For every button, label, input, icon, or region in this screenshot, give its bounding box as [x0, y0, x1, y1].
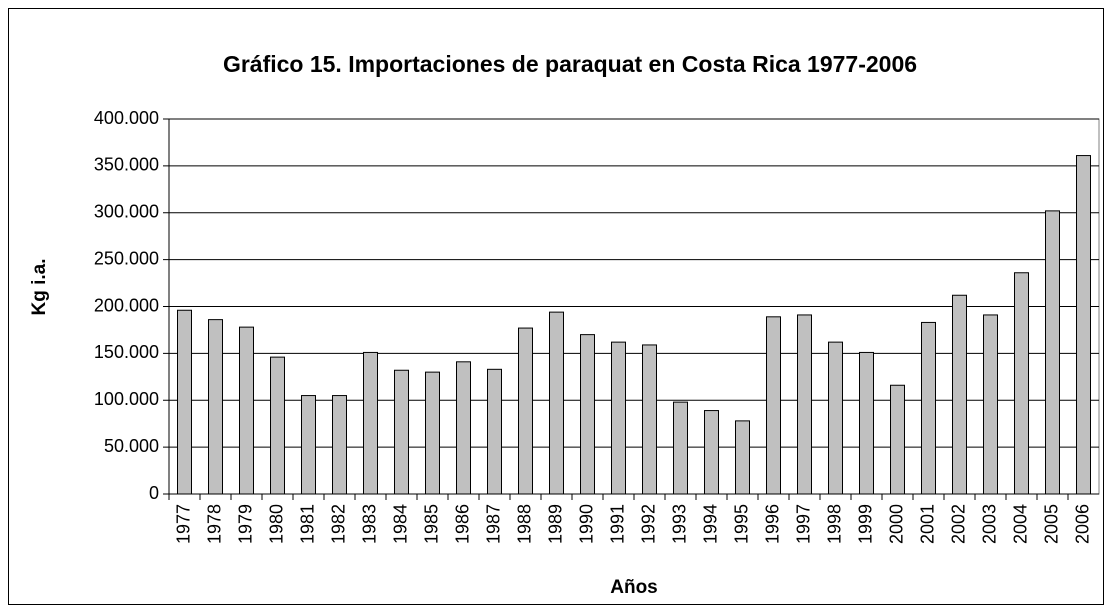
x-tick-label: 1984 — [390, 504, 410, 544]
y-tick-label: 150.000 — [94, 342, 159, 362]
bar — [332, 395, 347, 495]
bar — [611, 341, 626, 495]
x-tick-label: 1997 — [793, 504, 813, 544]
x-tick-label: 1978 — [204, 504, 224, 544]
bar — [828, 341, 843, 495]
bar — [859, 351, 874, 495]
x-tick-label: 1987 — [483, 504, 503, 544]
x-tick-label: 1993 — [669, 504, 689, 544]
y-tick-label: 200.000 — [94, 295, 159, 315]
bar — [518, 327, 533, 495]
bar — [177, 309, 192, 495]
bar — [580, 334, 595, 495]
bar — [1045, 210, 1060, 495]
x-tick-label: 1998 — [824, 504, 844, 544]
y-tick-label: 300.000 — [94, 202, 159, 222]
x-tick-label: 1995 — [731, 504, 751, 544]
bar — [890, 384, 905, 495]
bar — [983, 314, 998, 495]
x-tick-label: 1996 — [762, 504, 782, 544]
bar — [301, 395, 316, 495]
x-tick-label: 1990 — [576, 504, 596, 544]
x-tick-label: 2004 — [1010, 504, 1030, 544]
bar — [394, 369, 409, 495]
y-axis-label: Kg i.a. — [29, 258, 50, 315]
bar — [270, 356, 285, 495]
x-tick-label: 2001 — [917, 504, 937, 544]
bar — [549, 311, 564, 495]
bar — [487, 368, 502, 495]
bar — [952, 294, 967, 495]
bar — [673, 401, 688, 495]
bar — [766, 316, 781, 495]
bar — [239, 326, 254, 495]
x-tick-label: 1994 — [700, 504, 720, 544]
bar — [797, 314, 812, 495]
y-tick-label: 350.000 — [94, 155, 159, 175]
x-tick-label: 1989 — [545, 504, 565, 544]
y-tick-label: 400.000 — [94, 108, 159, 128]
x-tick-label: 1985 — [421, 504, 441, 544]
x-axis-label: Años — [610, 577, 658, 598]
y-tick-label: 50.000 — [104, 436, 159, 456]
x-tick-label: 2006 — [1072, 504, 1092, 544]
x-tick-label: 1983 — [359, 504, 379, 544]
x-tick-label: 1981 — [297, 504, 317, 544]
bar — [735, 420, 750, 495]
bar — [921, 321, 936, 495]
y-tick-label: 250.000 — [94, 248, 159, 268]
x-tick-label: 2000 — [886, 504, 906, 544]
y-tick-label: 100.000 — [94, 389, 159, 409]
x-tick-label: 1992 — [638, 504, 658, 544]
bar — [208, 319, 223, 495]
bar — [425, 371, 440, 495]
x-tick-label: 1980 — [266, 504, 286, 544]
x-tick-label: 1979 — [235, 504, 255, 544]
y-tick-label: 0 — [149, 483, 159, 503]
chart-title: Gráfico 15. Importaciones de paraquat en… — [223, 51, 917, 77]
x-tick-label: 1988 — [514, 504, 534, 544]
bar — [363, 351, 378, 495]
bar — [1014, 272, 1029, 495]
x-tick-label: 1999 — [855, 504, 875, 544]
bar — [1076, 155, 1091, 495]
x-tick-label: 1982 — [328, 504, 348, 544]
bar — [642, 344, 657, 495]
x-tick-label: 1977 — [173, 504, 193, 544]
x-tick-label: 2005 — [1041, 504, 1061, 544]
x-tick-label: 2002 — [948, 504, 968, 544]
bar — [456, 361, 471, 495]
x-tick-label: 1991 — [607, 504, 627, 544]
x-tick-label: 1986 — [452, 504, 472, 544]
bar — [704, 410, 719, 495]
x-tick-label: 2003 — [979, 504, 999, 544]
